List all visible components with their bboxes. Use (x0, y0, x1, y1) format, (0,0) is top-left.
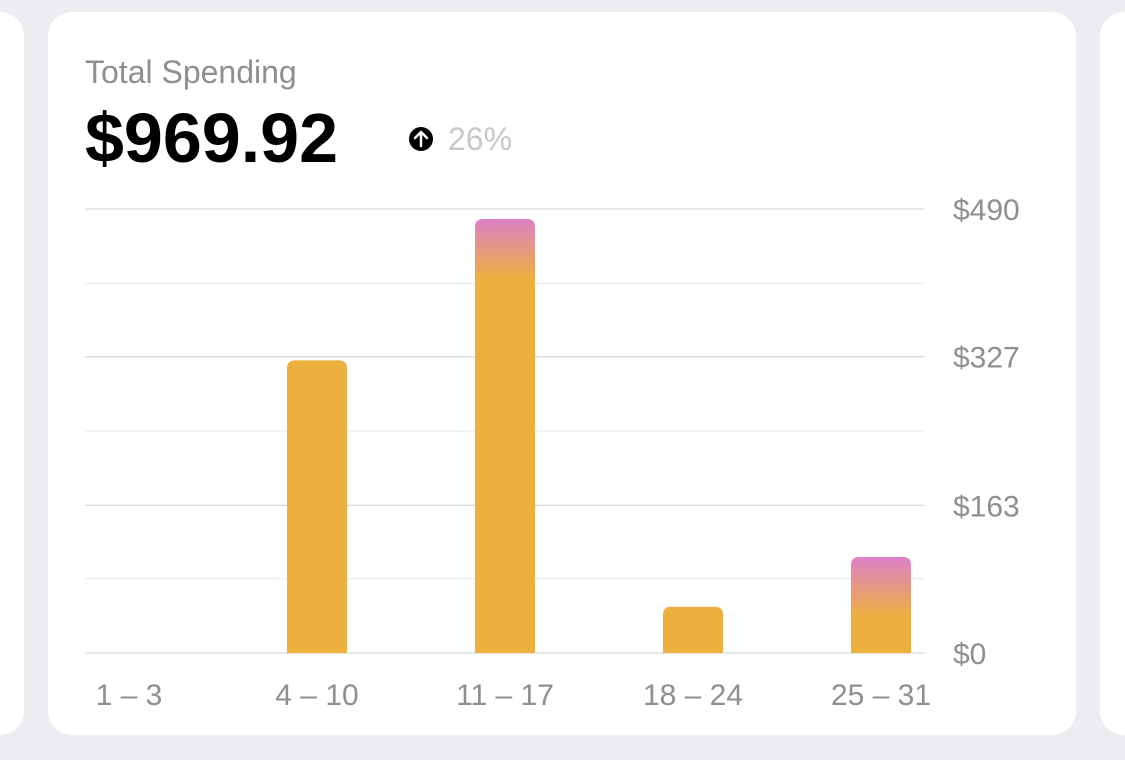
y-tick-label: $490 (953, 194, 1020, 227)
x-tick-label: 4 – 10 (275, 679, 358, 712)
total-amount: $969.92 (85, 99, 338, 177)
bar (851, 556, 911, 653)
up-arrow-icon (409, 127, 433, 151)
x-tick-label: 1 – 3 (96, 679, 163, 712)
y-tick-label: $163 (953, 490, 1020, 523)
x-tick-label: 18 – 24 (643, 679, 743, 712)
x-tick-label: 11 – 17 (456, 679, 554, 712)
bar (287, 360, 347, 653)
change-percent: 26% (448, 121, 512, 157)
prev-card (0, 12, 24, 735)
next-card (1100, 12, 1125, 735)
y-tick-label: $327 (953, 342, 1020, 375)
bar (663, 606, 723, 653)
y-tick-label: $0 (953, 638, 986, 671)
card-title: Total Spending (85, 54, 297, 90)
x-tick-label: 25 – 31 (831, 679, 931, 712)
bar (475, 218, 535, 653)
